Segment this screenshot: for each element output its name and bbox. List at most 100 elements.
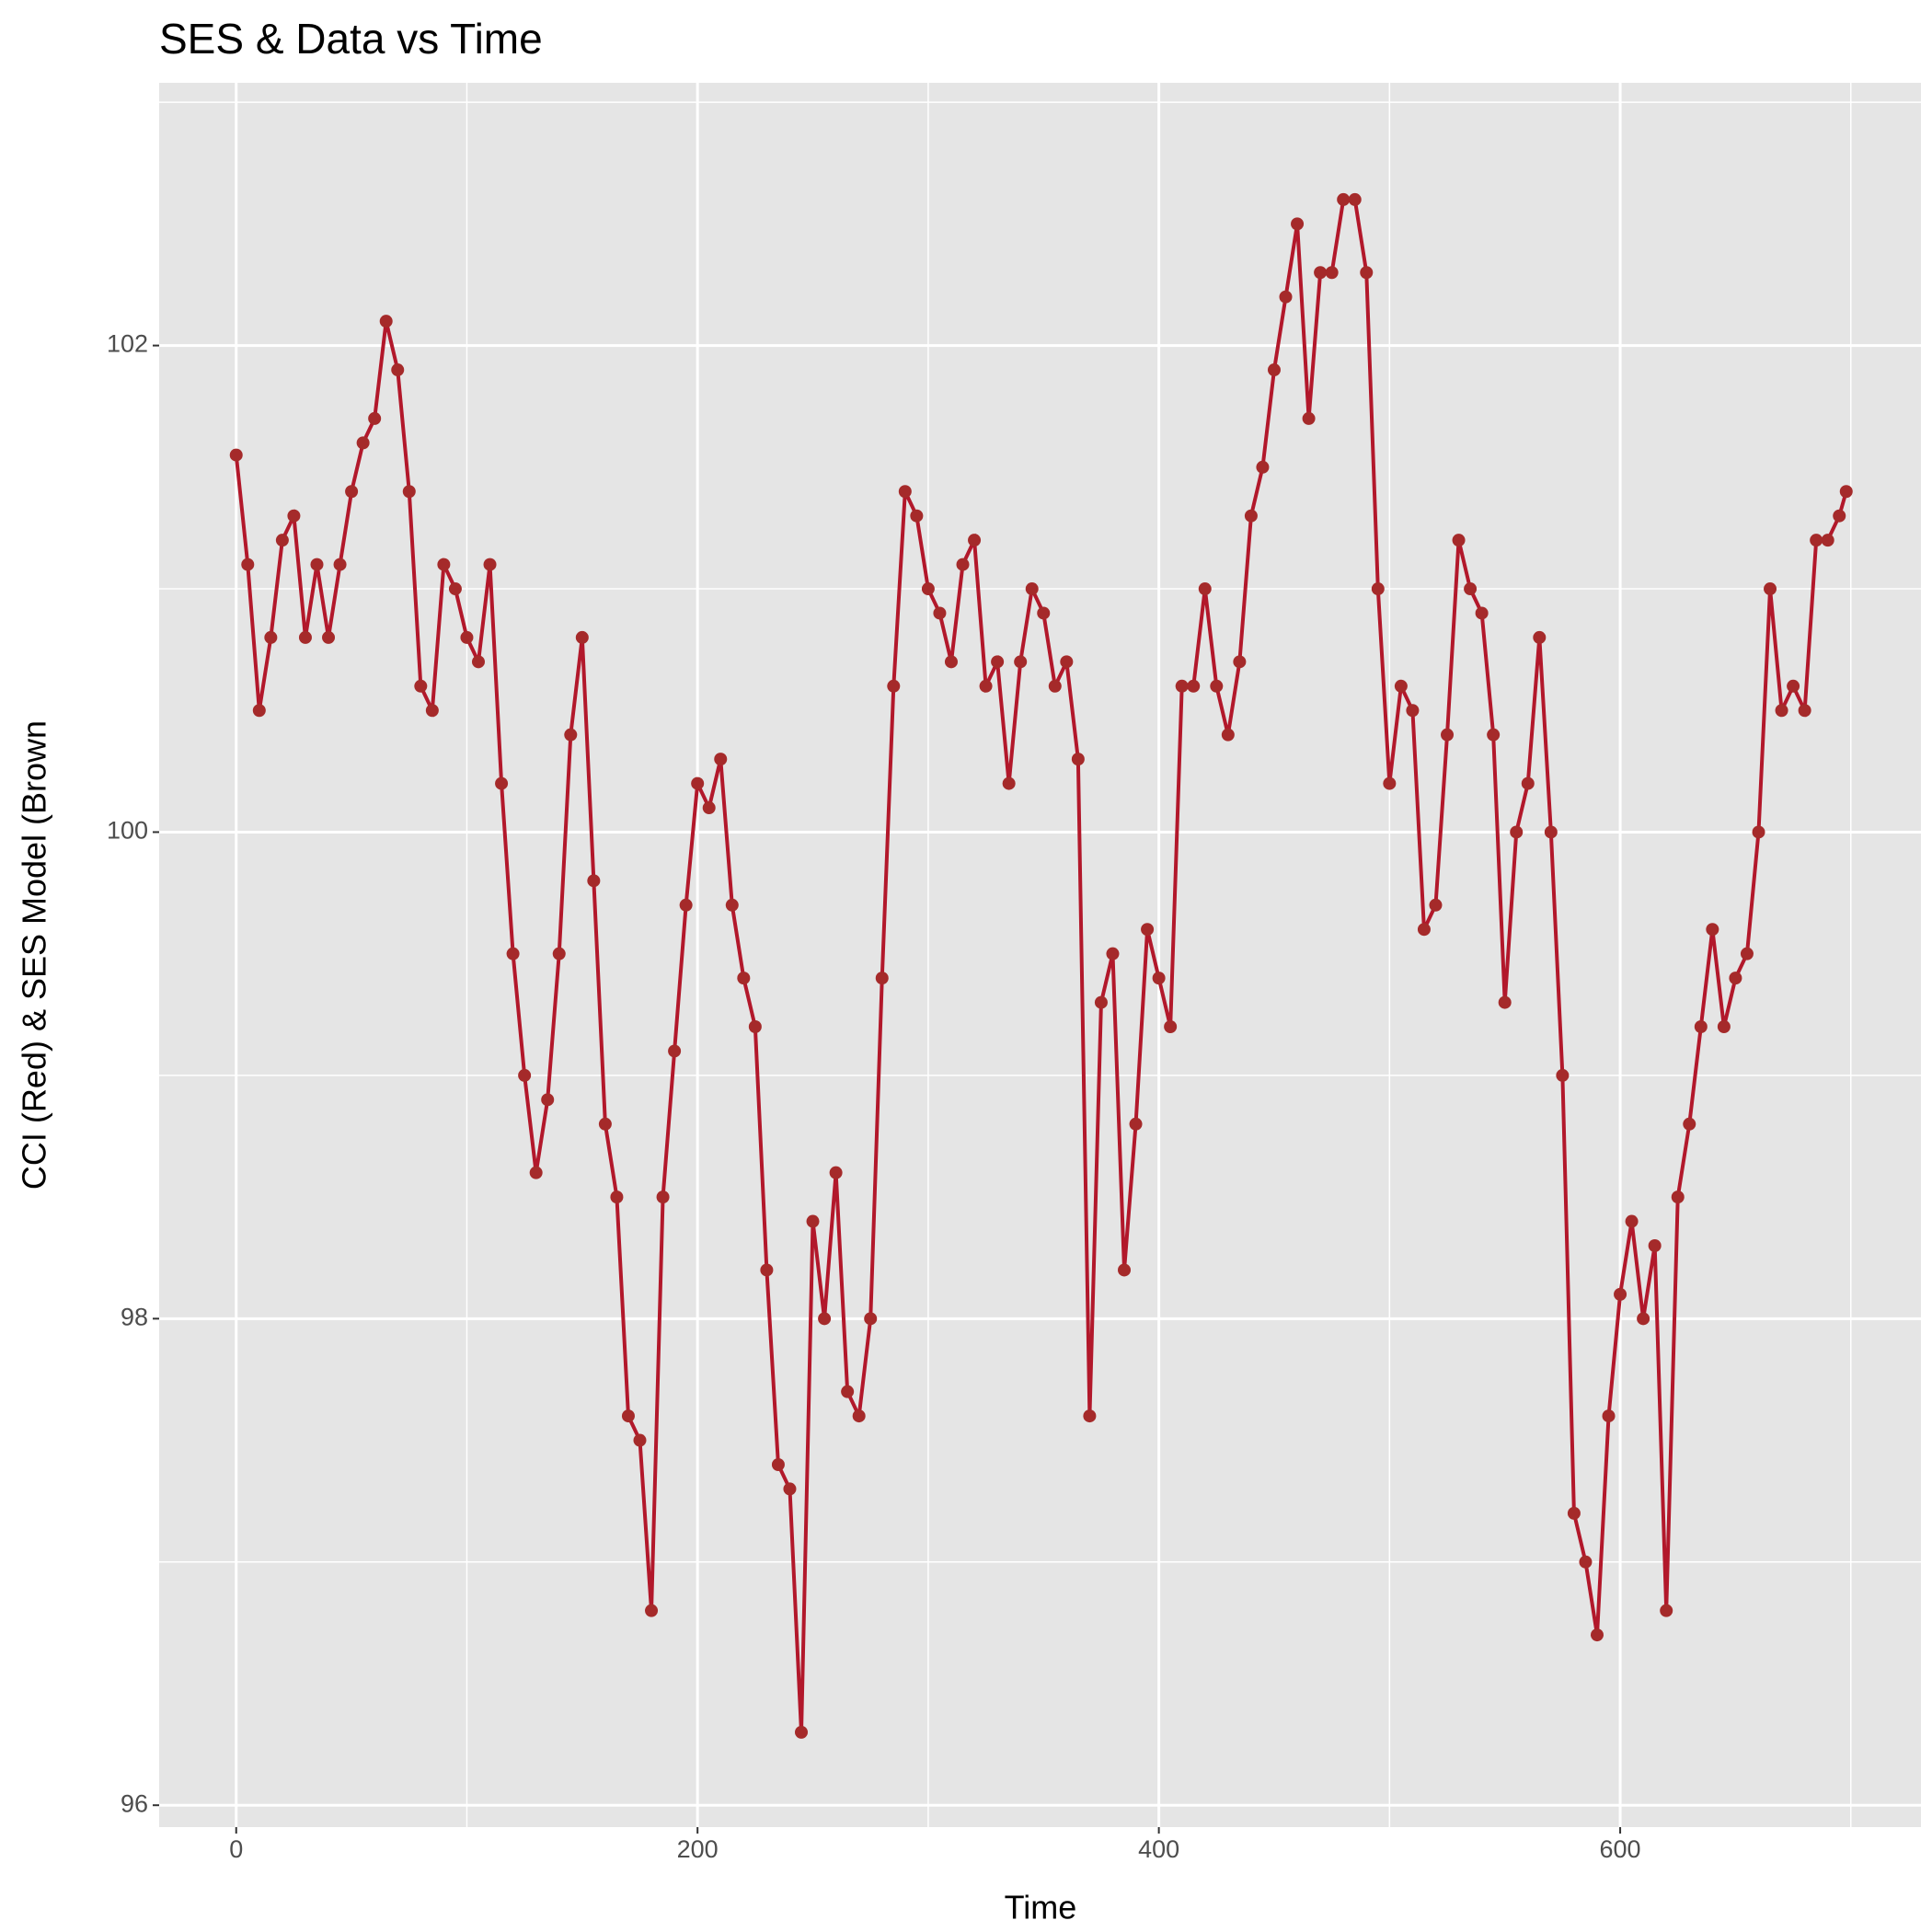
data-point <box>1256 460 1270 474</box>
data-point <box>748 1020 762 1034</box>
data-point <box>275 534 289 547</box>
data-point <box>1014 655 1028 669</box>
data-point <box>1441 728 1455 742</box>
data-point <box>1498 995 1512 1009</box>
data-point <box>737 972 751 985</box>
data-point <box>1314 266 1328 280</box>
data-point <box>483 558 497 571</box>
data-point <box>1164 1020 1178 1034</box>
data-point <box>1683 1117 1696 1131</box>
data-point <box>518 1068 532 1082</box>
data-point <box>610 1190 624 1204</box>
data-point <box>1764 582 1777 596</box>
data-point <box>529 1166 543 1179</box>
data-point <box>1071 753 1085 766</box>
data-point <box>1175 679 1189 693</box>
data-point <box>1360 266 1374 280</box>
data-point <box>448 582 462 596</box>
data-point <box>1533 630 1547 644</box>
data-point <box>1821 534 1834 547</box>
data-point <box>864 1312 878 1326</box>
data-point <box>541 1093 555 1107</box>
data-point <box>1833 509 1846 523</box>
x-tick-label: 0 <box>229 1835 243 1863</box>
x-tick-label: 400 <box>1138 1835 1179 1863</box>
data-point <box>956 558 970 571</box>
data-point <box>1590 1628 1604 1642</box>
data-point <box>991 655 1005 669</box>
y-axis-title: CCI (Red) & SES Model (Brown <box>16 720 53 1190</box>
data-point <box>968 534 982 547</box>
data-point <box>1417 923 1431 937</box>
data-point <box>1198 582 1212 596</box>
data-point <box>1187 679 1201 693</box>
data-point <box>1233 655 1247 669</box>
data-point <box>1141 923 1155 937</box>
data-point <box>921 582 935 596</box>
data-point <box>1348 192 1362 206</box>
data-point <box>829 1166 843 1179</box>
data-point <box>1302 411 1316 425</box>
data-point <box>1221 728 1235 742</box>
data-point <box>1694 1020 1708 1034</box>
data-point <box>1244 509 1258 523</box>
data-point <box>356 436 370 450</box>
y-tick-label: 100 <box>107 817 148 845</box>
data-point <box>1210 679 1224 693</box>
data-point <box>391 363 405 377</box>
data-point <box>1660 1604 1673 1617</box>
data-point <box>875 972 889 985</box>
data-point <box>1337 192 1351 206</box>
data-point <box>1037 606 1051 620</box>
data-point <box>1521 776 1535 790</box>
data-point <box>714 753 728 766</box>
data-point <box>495 776 509 790</box>
x-tick-label: 200 <box>677 1835 719 1863</box>
y-tick-label: 102 <box>107 330 148 358</box>
data-point <box>1371 582 1385 596</box>
data-point <box>1706 923 1719 937</box>
data-point <box>1729 972 1742 985</box>
x-axis-title: Time <box>1005 1889 1077 1926</box>
data-point <box>1452 534 1466 547</box>
data-point <box>1291 217 1305 231</box>
data-point <box>852 1409 866 1423</box>
data-point <box>1406 704 1420 718</box>
data-point <box>933 606 947 620</box>
data-point <box>1602 1409 1616 1423</box>
data-point <box>1625 1214 1639 1228</box>
data-point <box>1002 776 1016 790</box>
data-point <box>264 630 278 644</box>
data-point <box>1839 485 1853 499</box>
chart-title: SES & Data vs Time <box>159 15 543 63</box>
data-point <box>229 448 243 462</box>
data-point <box>552 947 566 960</box>
x-tick-label: 600 <box>1600 1835 1641 1863</box>
data-point <box>471 655 485 669</box>
plot-panel <box>159 83 1921 1827</box>
data-point <box>1798 704 1811 718</box>
data-point <box>702 801 716 815</box>
data-point <box>841 1385 855 1398</box>
data-point <box>910 509 924 523</box>
data-point <box>322 630 336 644</box>
data-point <box>564 728 578 742</box>
data-point <box>1048 679 1062 693</box>
data-point <box>1487 728 1501 742</box>
data-point <box>1810 534 1823 547</box>
data-point <box>1510 825 1524 839</box>
data-point <box>368 411 382 425</box>
data-point <box>1475 606 1489 620</box>
data-point <box>1429 898 1443 912</box>
y-tick-label: 96 <box>121 1789 148 1817</box>
data-point <box>771 1457 785 1471</box>
data-point <box>1671 1190 1685 1204</box>
data-point <box>1567 1506 1581 1520</box>
data-point <box>944 655 958 669</box>
data-point <box>598 1117 612 1131</box>
data-point <box>806 1214 820 1228</box>
data-point <box>1129 1117 1143 1131</box>
data-point <box>1579 1555 1593 1569</box>
data-point <box>1106 947 1120 960</box>
